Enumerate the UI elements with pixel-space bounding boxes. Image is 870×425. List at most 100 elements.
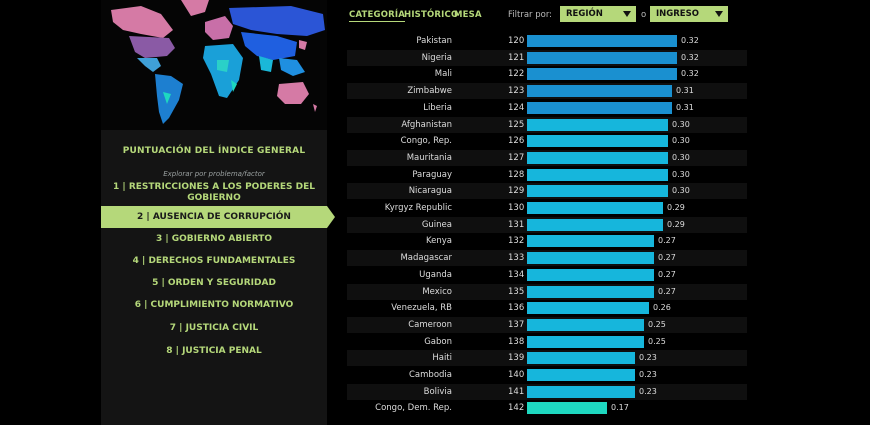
ranking-row[interactable]: Paraguay 128 0.30: [347, 167, 747, 183]
map-region-usa[interactable]: [129, 36, 175, 58]
map-region-europe[interactable]: [205, 16, 233, 40]
score-value: 0.26: [653, 303, 671, 313]
score-bar[interactable]: [527, 385, 635, 398]
left-panel: PUNTUACIÓN DEL ÍNDICE GENERAL Explorar p…: [101, 0, 335, 425]
factor-item-1[interactable]: 1 | RESTRICCIONES A LOS PODERES DEL GOBI…: [101, 182, 327, 204]
rank-number: 124: [508, 102, 525, 113]
score-value: 0.27: [658, 269, 676, 279]
ranking-list: Pakistan 120 0.32 Nigeria 121 0.32 Mali 122 0.32…: [347, 30, 747, 425]
factor-item-7[interactable]: 7 | JUSTICIA CIVIL: [169, 323, 259, 333]
ranking-row[interactable]: Guinea 131 0.29: [347, 216, 747, 233]
factor-item-5[interactable]: 5 | ORDEN Y SEGURIDAD: [152, 278, 276, 288]
ranking-row[interactable]: Zimbabwe 123 0.31: [347, 83, 747, 100]
ranking-row[interactable]: Kenya 132 0.27: [347, 233, 747, 249]
ranking-row[interactable]: Pakistan 120 0.32: [347, 33, 747, 49]
country-name: Haiti: [432, 353, 452, 364]
ranking-row[interactable]: Nicaragua 129 0.30: [347, 183, 747, 200]
score-bar[interactable]: [527, 218, 663, 231]
ranking-row[interactable]: Uganda 134 0.27: [347, 267, 747, 283]
factor-item-4[interactable]: 4 | DERECHOS FUNDAMENTALES: [132, 256, 296, 266]
score-value: 0.32: [681, 69, 699, 79]
rank-number: 138: [508, 336, 525, 347]
score-value: 0.29: [667, 219, 685, 229]
score-bar[interactable]: [527, 268, 654, 281]
country-name: Congo, Rep.: [400, 136, 452, 147]
factor-item-6[interactable]: 6 | CUMPLIMIENTO NORMATIVO: [134, 300, 294, 310]
score-bar[interactable]: [527, 85, 672, 98]
ranking-row[interactable]: Nigeria 121 0.32: [347, 49, 747, 66]
ranking-row[interactable]: Venezuela, RB 136 0.26: [347, 300, 747, 316]
ranking-row[interactable]: Haiti 139 0.23: [347, 350, 747, 367]
country-name: Uganda: [419, 269, 452, 280]
score-value: 0.27: [658, 253, 676, 263]
ranking-row[interactable]: Afghanistan 125 0.30: [347, 116, 747, 133]
country-name: Venezuela, RB: [391, 303, 452, 314]
ranking-row[interactable]: Mexico 135 0.27: [347, 283, 747, 300]
region-select[interactable]: REGIÓN: [560, 6, 636, 22]
score-bar[interactable]: [527, 185, 668, 198]
score-value: 0.23: [639, 386, 657, 396]
factor-item-8[interactable]: 8 | JUSTICIA PENAL: [166, 346, 262, 356]
ranking-row[interactable]: Cambodia 140 0.23: [347, 367, 747, 383]
country-name: Mali: [434, 69, 452, 80]
score-bar[interactable]: [527, 335, 644, 348]
ranking-row[interactable]: Bolivia 141 0.23: [347, 383, 747, 400]
score-bar[interactable]: [527, 35, 677, 47]
ranking-row[interactable]: Liberia 124 0.31: [347, 100, 747, 116]
score-bar[interactable]: [527, 402, 607, 415]
score-bar[interactable]: [527, 51, 677, 64]
score-bar[interactable]: [527, 252, 654, 265]
ranking-row[interactable]: Kyrgyz Republic 130 0.29: [347, 200, 747, 216]
world-map[interactable]: [101, 0, 327, 130]
score-bar[interactable]: [527, 135, 668, 148]
map-region-asia[interactable]: [241, 32, 297, 60]
income-select[interactable]: INGRESO: [650, 6, 728, 22]
country-name: Liberia: [423, 102, 452, 113]
map-region-greenland[interactable]: [181, 0, 209, 16]
tab-category[interactable]: CATEGORÍA: [349, 10, 406, 22]
rank-number: 125: [508, 119, 525, 130]
score-bar[interactable]: [527, 202, 663, 214]
score-value: 0.27: [658, 286, 676, 296]
map-region-mexico[interactable]: [137, 58, 161, 72]
factor-item-3[interactable]: 3 | GOBIERNO ABIERTO: [155, 234, 273, 244]
score-bar[interactable]: [527, 101, 672, 114]
score-bar[interactable]: [527, 302, 649, 315]
score-bar[interactable]: [527, 318, 644, 331]
score-value: 0.23: [639, 370, 657, 379]
rank-number: 134: [508, 269, 525, 280]
ranking-row[interactable]: Cameroon 137 0.25: [347, 316, 747, 333]
rank-number: 133: [508, 253, 525, 264]
score-bar[interactable]: [527, 118, 668, 131]
map-region-australia[interactable]: [277, 82, 309, 104]
country-name: Congo, Dem. Rep.: [375, 403, 452, 414]
score-bar[interactable]: [527, 168, 668, 181]
tab-historical[interactable]: HISTÓRICO: [404, 10, 459, 20]
ranking-row[interactable]: Mauritania 127 0.30: [347, 149, 747, 166]
rank-number: 121: [508, 52, 525, 63]
score-value: 0.23: [639, 353, 657, 363]
score-bar[interactable]: [527, 68, 677, 81]
map-region-canada[interactable]: [111, 6, 173, 38]
map-region-russia[interactable]: [229, 6, 325, 36]
chevron-down-icon: [715, 11, 723, 17]
score-value: 0.30: [672, 119, 690, 129]
score-value: 0.31: [676, 102, 694, 112]
tab-table[interactable]: MESA: [454, 10, 482, 20]
score-bar[interactable]: [527, 235, 654, 248]
score-bar[interactable]: [527, 369, 635, 381]
factor-item-1-line2: GOBIERNO: [187, 193, 241, 203]
ranking-row[interactable]: Congo, Dem. Rep. 142 0.17: [347, 400, 747, 416]
score-value: 0.25: [648, 319, 666, 329]
factor-item-2[interactable]: 2 | AUSENCIA DE CORRUPCIÓN: [101, 206, 335, 228]
score-bar[interactable]: [527, 352, 635, 365]
ranking-row[interactable]: Mali 122 0.32: [347, 66, 747, 82]
rank-number: 135: [508, 286, 525, 297]
ranking-row[interactable]: Gabon 138 0.25: [347, 334, 747, 350]
score-bar[interactable]: [527, 285, 654, 298]
ranking-row[interactable]: Congo, Rep. 126 0.30: [347, 133, 747, 149]
score-bar[interactable]: [527, 151, 668, 164]
overall-score-link[interactable]: PUNTUACIÓN DEL ÍNDICE GENERAL: [122, 146, 306, 156]
ranking-row[interactable]: Madagascar 133 0.27: [347, 250, 747, 267]
score-value: 0.31: [676, 86, 694, 96]
